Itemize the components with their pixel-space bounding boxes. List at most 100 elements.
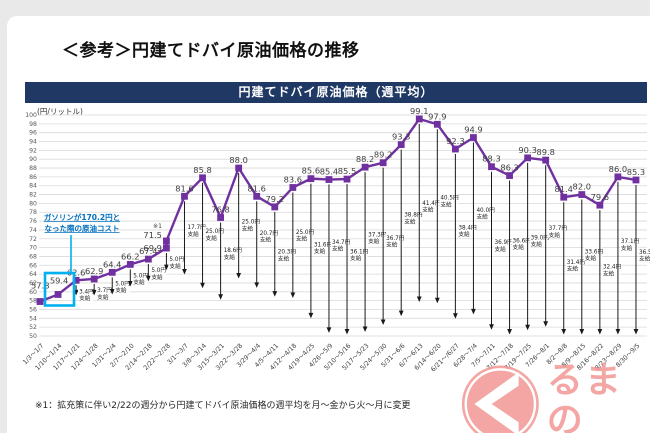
value-labels: 57.859.462.6 62.964.466.267.4 ※171.5 69.9 81… — [31, 106, 645, 291]
svg-text:支給: 支給 — [476, 213, 488, 221]
svg-text:36.1円: 36.1円 — [350, 248, 369, 255]
svg-text:86.3: 86.3 — [500, 163, 518, 173]
svg-text:支給: 支給 — [242, 224, 254, 232]
svg-text:62: 62 — [29, 280, 37, 287]
svg-text:85.5: 85.5 — [338, 166, 356, 176]
svg-text:80: 80 — [29, 200, 37, 207]
footnote: ※1：拡充策に伴い2/22の週分から円建てドバイ原油価格の週平均を月～金から火～… — [35, 401, 411, 411]
svg-text:64.4: 64.4 — [103, 259, 121, 269]
svg-text:78: 78 — [29, 209, 37, 216]
svg-text:97.9: 97.9 — [428, 111, 446, 121]
svg-text:58: 58 — [29, 298, 37, 305]
svg-text:81.6: 81.6 — [175, 183, 193, 193]
svg-text:86: 86 — [29, 174, 37, 181]
svg-text:37.3円: 37.3円 — [368, 231, 387, 238]
svg-text:5.0円: 5.0円 — [133, 272, 148, 279]
svg-text:36.9円: 36.9円 — [495, 239, 514, 246]
svg-text:18.6円: 18.6円 — [224, 247, 243, 254]
svg-text:89.8: 89.8 — [536, 147, 554, 157]
svg-text:94.9: 94.9 — [464, 125, 482, 135]
svg-text:82.0: 82.0 — [573, 182, 591, 192]
svg-text:37.7円: 37.7円 — [549, 225, 568, 232]
svg-text:59.4: 59.4 — [50, 275, 68, 285]
svg-text:20.3円: 20.3円 — [278, 249, 297, 256]
svg-text:支給: 支給 — [639, 255, 650, 263]
svg-text:支給: 支給 — [151, 273, 163, 281]
watermark-text-line1: るまの — [546, 360, 623, 433]
svg-text:支給: 支給 — [296, 235, 308, 243]
svg-text:支給: 支給 — [79, 294, 91, 302]
svg-text:74: 74 — [29, 227, 37, 234]
svg-text:88: 88 — [29, 165, 37, 172]
svg-text:52: 52 — [29, 324, 37, 331]
svg-text:62.6: 62.6 — [67, 267, 85, 277]
svg-text:71.5: 71.5 — [143, 230, 161, 240]
svg-text:20.7円: 20.7円 — [260, 230, 279, 237]
svg-text:支給: 支給 — [314, 247, 326, 255]
svg-text:支給: 支給 — [169, 262, 181, 270]
svg-text:38.8円: 38.8円 — [404, 212, 423, 219]
svg-text:33.6円: 33.6円 — [585, 248, 604, 255]
svg-text:76: 76 — [29, 218, 37, 225]
svg-text:25.0円: 25.0円 — [206, 228, 225, 235]
slide-card: ＜参考＞円建てドバイ原油価格の推移 円建てドバイ原油価格（週平均） (円/リット… — [7, 16, 650, 433]
svg-text:85.4: 85.4 — [320, 167, 338, 177]
svg-text:支給: 支給 — [350, 254, 362, 262]
svg-text:66.2: 66.2 — [121, 251, 139, 261]
svg-text:支給: 支給 — [97, 293, 109, 301]
svg-text:62.9: 62.9 — [85, 266, 103, 276]
svg-text:17.7円: 17.7円 — [187, 224, 206, 231]
svg-text:37.1円: 37.1円 — [621, 238, 640, 245]
svg-text:支給: 支給 — [224, 253, 236, 261]
svg-text:25.0円: 25.0円 — [242, 218, 261, 225]
svg-text:40.5円: 40.5円 — [440, 194, 459, 201]
data-point-markers — [36, 115, 640, 305]
svg-text:79.6: 79.6 — [591, 192, 609, 202]
svg-text:72: 72 — [29, 236, 37, 243]
svg-text:92: 92 — [29, 147, 37, 154]
svg-text:支給: 支給 — [260, 236, 272, 244]
svg-text:85.8: 85.8 — [193, 165, 211, 175]
svg-text:支給: 支給 — [368, 237, 380, 245]
svg-text:34.7円: 34.7円 — [332, 239, 351, 246]
svg-text:88.2: 88.2 — [356, 154, 374, 164]
svg-text:支給: 支給 — [585, 254, 597, 262]
svg-text:支給: 支給 — [206, 234, 218, 242]
svg-text:79.2: 79.2 — [266, 194, 284, 204]
svg-text:支給: 支給 — [133, 278, 145, 286]
chart-title-bar: 円建てドバイ原油価格（週平均） — [25, 82, 647, 103]
svg-text:86.0: 86.0 — [609, 164, 627, 174]
svg-text:5.0円: 5.0円 — [169, 256, 184, 263]
svg-text:92.3: 92.3 — [446, 136, 464, 146]
svg-text:5.0円: 5.0円 — [115, 280, 130, 287]
svg-text:支給: 支給 — [386, 241, 398, 249]
kuruma-news-logo-icon — [461, 365, 539, 433]
svg-text:90.3: 90.3 — [518, 145, 536, 155]
svg-text:38.4円: 38.4円 — [458, 224, 477, 231]
svg-text:※1: ※1 — [153, 223, 162, 230]
subsidy-arrows: 3.4円支給3.7円支給5.0円支給5.0円支給5.0円支給5.0円支給17.7… — [73, 123, 650, 335]
svg-text:98: 98 — [29, 121, 37, 128]
svg-text:89.2: 89.2 — [374, 150, 392, 160]
svg-text:67.4: 67.4 — [139, 246, 157, 256]
svg-text:90: 90 — [29, 156, 37, 163]
svg-text:41.4円: 41.4円 — [422, 200, 441, 207]
svg-text:31.4円: 31.4円 — [567, 259, 586, 266]
svg-text:68: 68 — [29, 253, 37, 260]
svg-text:ガソリンが170.2円と: ガソリンが170.2円と — [44, 212, 120, 222]
svg-text:5.0円: 5.0円 — [151, 267, 166, 274]
svg-text:100: 100 — [25, 112, 37, 119]
svg-text:85.3: 85.3 — [627, 167, 645, 177]
svg-text:支給: 支給 — [567, 265, 579, 273]
svg-text:39.0円: 39.0円 — [531, 234, 550, 241]
svg-text:支給: 支給 — [458, 230, 470, 238]
svg-text:40.0円: 40.0円 — [476, 207, 495, 214]
y-axis-unit-label: (円/リットル) — [37, 107, 83, 116]
svg-text:69.9: 69.9 — [143, 243, 161, 253]
svg-text:31.6円: 31.6円 — [314, 241, 333, 248]
svg-text:支給: 支給 — [187, 230, 199, 238]
svg-text:99.1: 99.1 — [410, 106, 428, 116]
